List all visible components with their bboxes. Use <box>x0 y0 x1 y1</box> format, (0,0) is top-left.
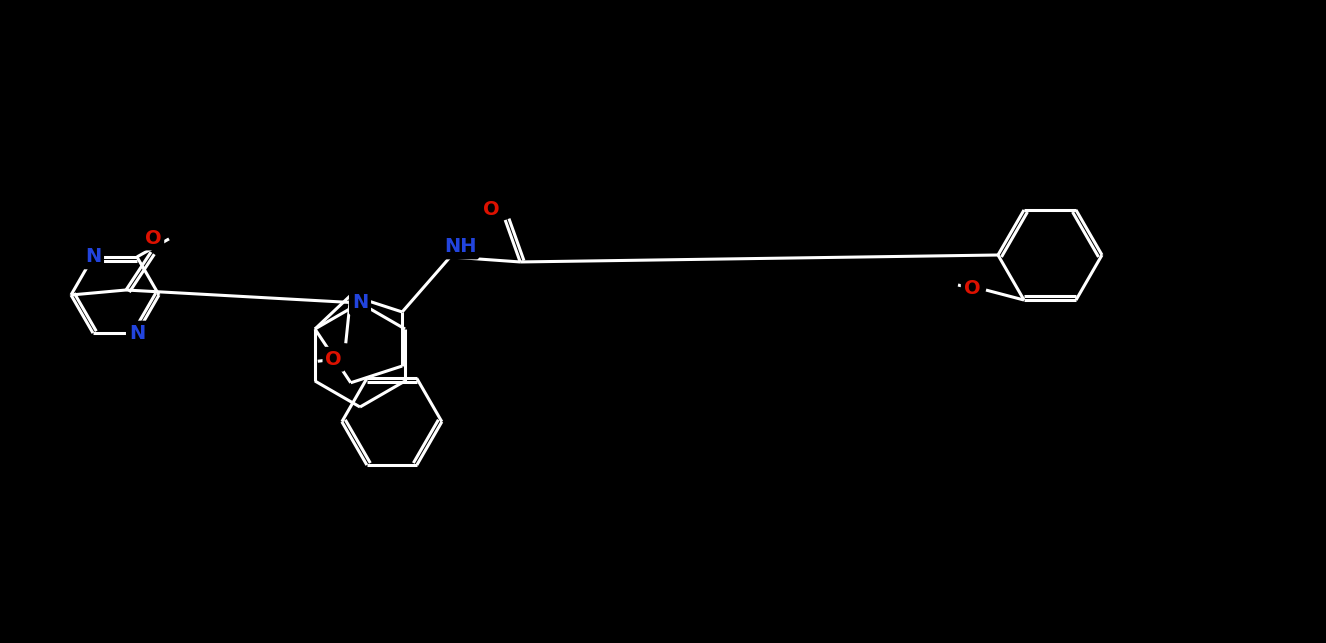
Text: O: O <box>483 201 500 219</box>
Text: N: N <box>85 248 101 266</box>
Text: O: O <box>325 350 342 368</box>
Text: O: O <box>964 278 980 298</box>
Text: O: O <box>145 228 162 248</box>
Text: N: N <box>129 323 145 343</box>
Text: NH: NH <box>444 237 476 257</box>
Text: N: N <box>351 293 369 312</box>
